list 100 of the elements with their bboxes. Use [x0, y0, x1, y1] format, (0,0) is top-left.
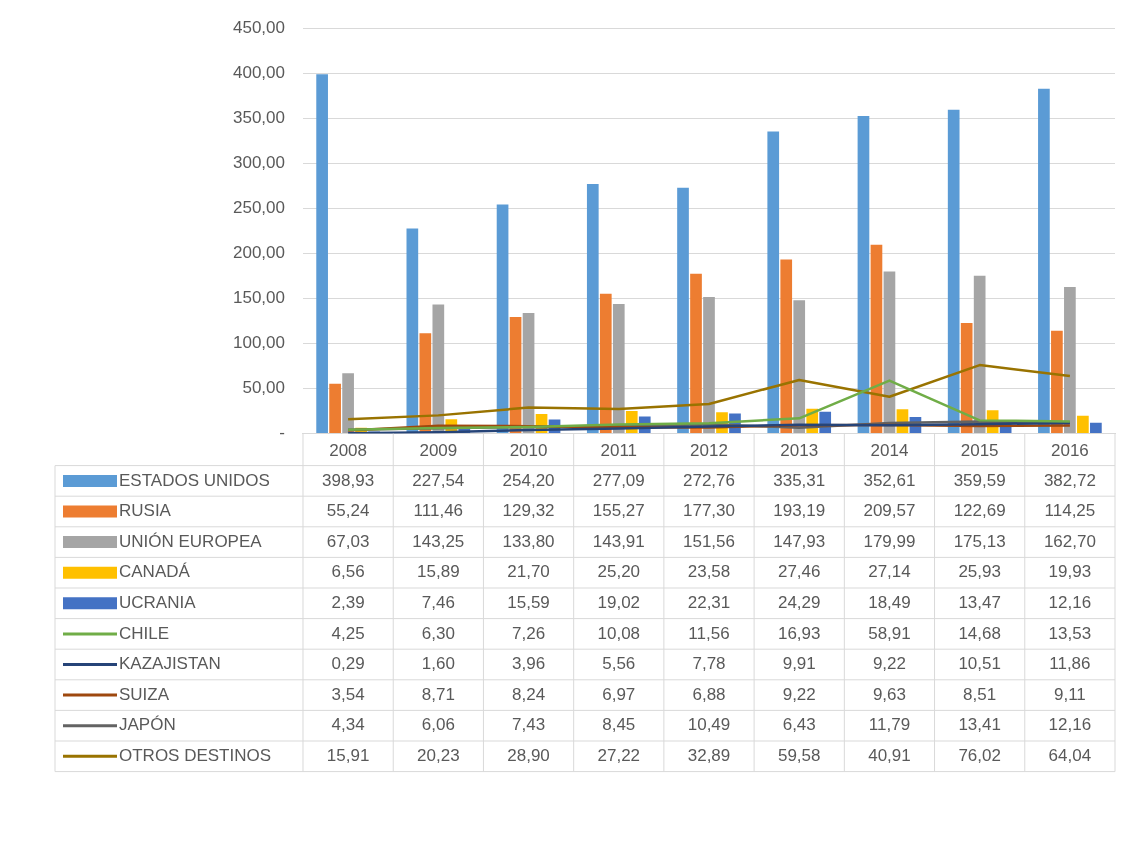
data-label: 7,26 — [512, 623, 546, 643]
data-label: 6,06 — [421, 715, 455, 735]
data-label: 67,03 — [326, 531, 370, 551]
data-label: 114,25 — [1044, 501, 1096, 521]
data-label: 18,49 — [868, 592, 911, 612]
data-label: 143,25 — [412, 531, 465, 551]
data-label: 27,46 — [777, 562, 821, 582]
data-label: 129,32 — [502, 501, 555, 521]
data-label: 177,30 — [683, 501, 735, 521]
data-label: 179,99 — [863, 531, 916, 551]
data-label: 12,16 — [1048, 715, 1092, 735]
data-label: 6,88 — [692, 684, 726, 704]
legend-label: JAPÓN — [119, 715, 176, 735]
data-label: 3,54 — [331, 684, 365, 704]
data-label: 7,43 — [512, 715, 546, 735]
data-label: 0,29 — [331, 654, 365, 674]
y-tick-label: 100,00 — [233, 333, 285, 353]
legend-label: CHILE — [119, 623, 170, 643]
legend-label: UCRANIA — [119, 592, 197, 612]
data-label: 15,91 — [326, 745, 370, 765]
y-tick-label: 150,00 — [233, 288, 285, 308]
data-label: 227,54 — [412, 470, 465, 490]
data-label: 40,91 — [868, 745, 911, 765]
x-tick-label: 2016 — [1050, 441, 1089, 461]
data-label: 277,09 — [592, 470, 645, 490]
data-label: 28,90 — [507, 745, 550, 765]
x-tick-label: 2009 — [419, 441, 458, 461]
x-tick-label: 2013 — [780, 441, 819, 461]
y-tick-label: 400,00 — [233, 62, 285, 82]
data-label: 23,58 — [687, 562, 731, 582]
data-label: 10,08 — [597, 623, 641, 643]
data-label: 15,89 — [417, 562, 460, 582]
data-label: 7,78 — [692, 654, 726, 674]
x-tick-label: 2015 — [960, 441, 999, 461]
y-tick-label: 350,00 — [233, 107, 285, 127]
y-tick-label: - — [279, 423, 285, 443]
data-label: 8,45 — [602, 715, 636, 735]
data-label: 4,34 — [331, 715, 365, 735]
data-label: 10,49 — [687, 715, 731, 735]
legend-label: OTROS DESTINOS — [119, 745, 272, 765]
x-tick-label: 2008 — [329, 441, 368, 461]
data-label: 8,51 — [963, 684, 997, 704]
data-label: 22,31 — [687, 592, 731, 612]
data-label: 64,04 — [1048, 745, 1092, 765]
data-label: 21,70 — [507, 562, 550, 582]
data-label: 155,27 — [592, 501, 645, 521]
data-label: 193,19 — [773, 501, 826, 521]
data-label: 9,63 — [872, 684, 906, 704]
data-label: 122,69 — [953, 501, 1006, 521]
data-label: 7,46 — [421, 592, 455, 612]
legend-label: SUIZA — [119, 684, 170, 704]
y-tick-label: 300,00 — [233, 153, 285, 173]
legend-label: CANADÁ — [119, 562, 191, 582]
legend-label: ESTADOS UNIDOS — [119, 470, 270, 490]
data-label: 12,16 — [1048, 592, 1092, 612]
legend-label: KAZAJISTAN — [119, 654, 221, 674]
legend-label: UNIÓN EUROPEA — [119, 531, 263, 551]
data-label: 9,11 — [1053, 684, 1086, 704]
data-label: 352,61 — [863, 470, 916, 490]
data-label: 14,68 — [958, 623, 1001, 643]
legend-label: RUSIA — [119, 501, 172, 521]
data-label: 6,30 — [421, 623, 455, 643]
data-label: 9,22 — [872, 654, 906, 674]
data-label: 55,24 — [326, 501, 370, 521]
y-tick-label: 200,00 — [233, 243, 285, 263]
data-label: 1,60 — [421, 654, 455, 674]
data-label: 16,93 — [777, 623, 821, 643]
data-label: 27,14 — [868, 562, 911, 582]
data-label: 58,91 — [868, 623, 911, 643]
data-label: 6,97 — [602, 684, 636, 704]
y-tick-label: 250,00 — [233, 198, 285, 218]
data-label: 9,22 — [782, 684, 816, 704]
data-label: 272,76 — [683, 470, 735, 490]
data-label: 3,96 — [512, 654, 546, 674]
data-label: 25,93 — [958, 562, 1001, 582]
data-label: 4,25 — [331, 623, 365, 643]
data-label: 11,56 — [688, 623, 730, 643]
data-label: 20,23 — [417, 745, 460, 765]
data-label: 147,93 — [773, 531, 826, 551]
data-label: 151,56 — [683, 531, 735, 551]
y-tick-label: 450,00 — [233, 17, 285, 37]
data-label: 133,80 — [502, 531, 555, 551]
data-label: 10,51 — [958, 654, 1001, 674]
data-label: 8,71 — [421, 684, 455, 704]
data-label: 143,91 — [592, 531, 645, 551]
data-label: 8,24 — [512, 684, 546, 704]
x-tick-label: 2014 — [870, 441, 909, 461]
data-label: 15,59 — [507, 592, 550, 612]
data-label: 24,29 — [777, 592, 821, 612]
data-label: 335,31 — [773, 470, 826, 490]
data-label: 11,79 — [868, 715, 911, 735]
x-tick-label: 2012 — [690, 441, 728, 461]
data-label: 6,43 — [782, 715, 816, 735]
data-label: 9,91 — [782, 654, 816, 674]
data-label: 76,02 — [958, 745, 1001, 765]
data-label: 398,93 — [322, 470, 375, 490]
data-label: 13,47 — [958, 592, 1001, 612]
x-tick-label: 2010 — [509, 441, 548, 461]
data-label: 6,56 — [331, 562, 365, 582]
data-label: 2,39 — [331, 592, 365, 612]
